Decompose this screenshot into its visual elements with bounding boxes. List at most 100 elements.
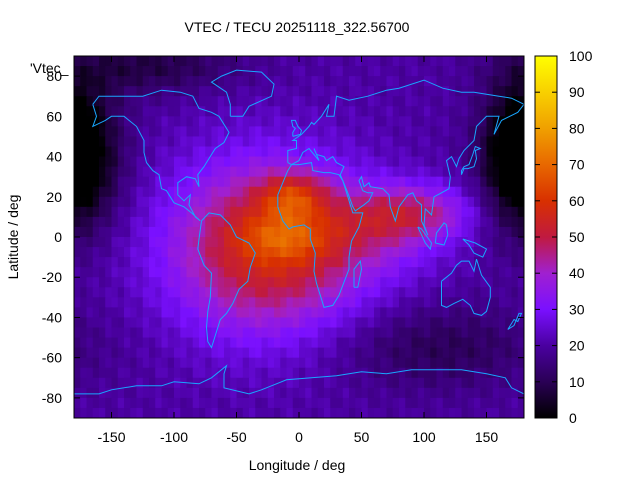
heatmap-cell (161, 397, 169, 409)
heatmap-cell (155, 357, 163, 369)
heatmap-cell (299, 287, 306, 298)
heatmap-cell (436, 387, 444, 399)
heatmap-cell (161, 337, 169, 349)
heatmap-cell (330, 156, 338, 168)
heatmap-cell (467, 327, 475, 339)
heatmap-cell (461, 66, 469, 77)
heatmap-cell (305, 337, 313, 349)
heatmap-cell (111, 247, 119, 258)
heatmap-cell (499, 226, 506, 238)
heatmap-cell (167, 307, 175, 319)
heatmap-cell (267, 86, 275, 97)
heatmap-cell (224, 136, 231, 148)
heatmap-cell (261, 367, 269, 379)
heatmap-cell (355, 56, 363, 67)
heatmap-cell (174, 237, 181, 248)
heatmap-cell (367, 357, 375, 369)
heatmap-cell (517, 56, 524, 67)
heatmap-cell (292, 126, 300, 138)
heatmap-cell (492, 66, 500, 77)
heatmap-cell (361, 407, 369, 418)
heatmap-cell (299, 216, 306, 228)
heatmap-cell (167, 76, 175, 87)
heatmap-cell (274, 277, 281, 288)
heatmap-cell (199, 377, 206, 389)
heatmap-cell (305, 277, 313, 288)
heatmap-cell (205, 196, 213, 208)
heatmap-cell (124, 327, 131, 339)
heatmap-cell (436, 257, 444, 268)
heatmap-cell (299, 96, 306, 107)
heatmap-cell (286, 367, 294, 379)
heatmap-cell (405, 257, 413, 268)
heatmap-cell (417, 176, 425, 188)
heatmap-cell (249, 106, 256, 117)
heatmap-cell (86, 106, 94, 117)
heatmap-cell (480, 186, 488, 198)
heatmap-cell (180, 176, 188, 188)
heatmap-cell (367, 327, 375, 339)
heatmap-cell (380, 267, 388, 278)
heatmap-cell (399, 66, 406, 77)
heatmap-cell (261, 176, 269, 188)
heatmap-cell (511, 267, 519, 278)
heatmap-cell (417, 186, 425, 198)
heatmap-cell (242, 156, 250, 168)
heatmap-cell (267, 106, 275, 117)
heatmap-cell (449, 226, 456, 238)
heatmap-cell (242, 206, 250, 218)
heatmap-cell (367, 377, 375, 389)
heatmap-cell (480, 136, 488, 148)
heatmap-cell (86, 257, 94, 268)
heatmap-cell (405, 136, 413, 148)
heatmap-cell (211, 297, 219, 308)
heatmap-cell (317, 86, 325, 97)
heatmap-cell (186, 216, 194, 228)
heatmap-cell (386, 146, 394, 158)
heatmap-cell (380, 216, 388, 228)
heatmap-cell (217, 357, 225, 369)
heatmap-cell (355, 76, 363, 87)
heatmap-cell (217, 56, 225, 67)
heatmap-cell (149, 106, 156, 117)
heatmap-cell (149, 367, 156, 379)
heatmap-cell (349, 277, 356, 288)
heatmap-cell (436, 156, 444, 168)
heatmap-cell (111, 136, 119, 148)
heatmap-cell (130, 327, 138, 339)
heatmap-cell (411, 407, 419, 418)
heatmap-cell (136, 116, 144, 127)
heatmap-cell (274, 327, 281, 339)
heatmap-cell (480, 267, 488, 278)
heatmap-cell (311, 96, 319, 107)
heatmap-cell (267, 176, 275, 188)
heatmap-cell (142, 407, 150, 418)
heatmap-cell (86, 367, 94, 379)
heatmap-cell (186, 327, 194, 339)
heatmap-cell (486, 267, 494, 278)
heatmap-cell (336, 337, 344, 349)
heatmap-cell (280, 106, 288, 117)
heatmap-cell (142, 257, 150, 268)
heatmap-cell (99, 237, 106, 248)
heatmap-cell (455, 226, 463, 238)
heatmap-cell (186, 136, 194, 148)
heatmap-cell (467, 347, 475, 359)
heatmap-cell (149, 357, 156, 369)
heatmap-cell (392, 367, 400, 379)
heatmap-cell (224, 387, 231, 399)
heatmap-cell (174, 327, 181, 339)
heatmap-cell (474, 317, 481, 329)
heatmap-cell (286, 287, 294, 298)
heatmap-cell (217, 277, 225, 288)
heatmap-cell (242, 257, 250, 268)
heatmap-cell (205, 347, 213, 359)
heatmap-cell (180, 116, 188, 127)
heatmap-cell (386, 397, 394, 409)
heatmap-cell (92, 287, 100, 298)
heatmap-cell (142, 297, 150, 308)
heatmap-cell (199, 76, 206, 87)
heatmap-cell (111, 327, 119, 339)
heatmap-cell (280, 397, 288, 409)
